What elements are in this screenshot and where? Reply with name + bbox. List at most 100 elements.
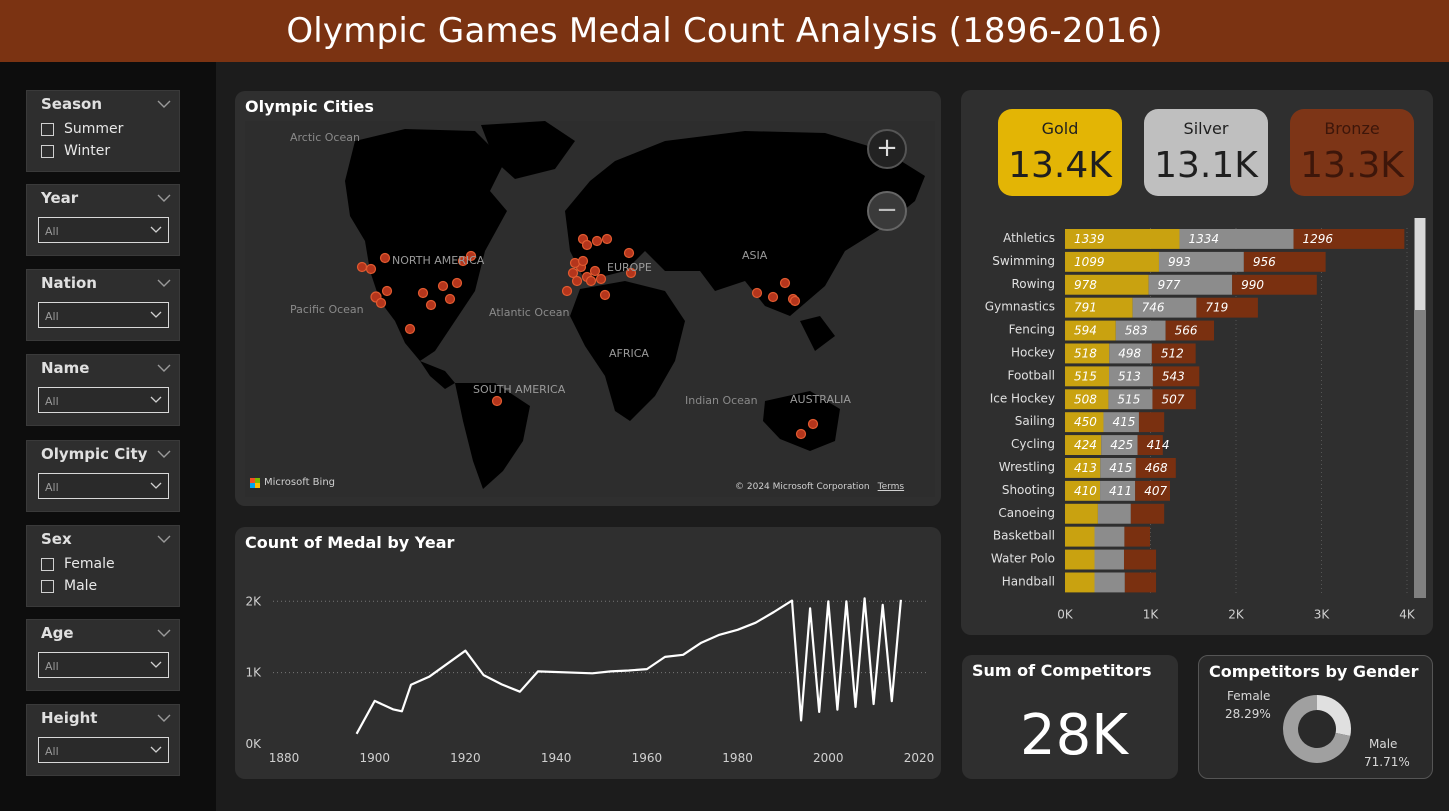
data-label: 468 — [1145, 461, 1168, 475]
data-label: 583 — [1125, 324, 1148, 338]
bing-attribution: Microsoft Bing — [250, 477, 335, 488]
sum-competitors-card: Sum of Competitors 28K — [962, 655, 1178, 779]
olympic-city-dropdown[interactable]: All — [38, 473, 169, 499]
y-tick-label: 1K — [245, 666, 262, 680]
silver-medal-kpi: Silver 13.1K — [1144, 109, 1268, 196]
bar-silver — [1109, 343, 1152, 364]
checkbox[interactable] — [41, 557, 54, 571]
chevron-down-icon — [150, 746, 162, 753]
name-slicer: Name All — [26, 354, 180, 426]
south-america-label: SOUTH AMERICA — [473, 383, 566, 396]
data-label: 746 — [1142, 301, 1165, 315]
world-map-shapes — [343, 121, 935, 497]
data-label: 407 — [1144, 484, 1167, 498]
australia-land — [763, 391, 840, 451]
bronze-value: 13.3K — [1300, 145, 1404, 186]
chevron-down-icon[interactable] — [157, 535, 171, 545]
bing-label: Microsoft Bing — [264, 477, 336, 488]
bar-gold — [1065, 366, 1110, 387]
age-slicer-title: Age — [41, 624, 74, 642]
data-label: 1296 — [1303, 232, 1334, 246]
bar-bronze — [1124, 572, 1157, 593]
x-tick-label: 1K — [1143, 607, 1160, 621]
olympic-cities-map-card: Olympic Cities — [235, 91, 941, 506]
category-label: Ice Hockey — [990, 391, 1055, 405]
chevron-down-icon[interactable] — [157, 100, 171, 110]
chevron-down-icon — [150, 482, 162, 489]
category-label: Shooting — [1002, 483, 1055, 497]
data-label: 791 — [1074, 301, 1097, 315]
x-tick-label: 2K — [1228, 607, 1245, 621]
data-label: 415 — [1112, 415, 1135, 429]
sex-option-male[interactable]: Male — [41, 577, 97, 595]
year-slicer: Year All — [26, 184, 180, 256]
option-label: Summer — [64, 121, 124, 137]
checkbox[interactable] — [41, 122, 54, 136]
donut-slice-male — [1283, 695, 1351, 763]
season-option-winter[interactable]: Winter — [41, 142, 110, 160]
checkbox[interactable] — [41, 144, 54, 158]
scrollbar-thumb[interactable] — [1415, 218, 1425, 310]
terms-link[interactable]: Terms — [877, 482, 905, 492]
bar-gold — [1065, 572, 1095, 593]
zoom-out-button[interactable]: − — [867, 191, 907, 231]
nation-dropdown[interactable]: All — [38, 302, 169, 328]
chevron-down-icon — [150, 396, 162, 403]
data-label: 978 — [1074, 278, 1097, 292]
y-tick-label: 2K — [245, 594, 262, 608]
arctic-ocean-label: Arctic Ocean — [290, 131, 360, 144]
filter-sidebar: Season Summer Winter Year All Nation All… — [0, 62, 216, 811]
chevron-down-icon[interactable] — [157, 364, 171, 374]
year-slicer-title: Year — [41, 189, 79, 207]
eurasia-land — [565, 131, 925, 316]
height-slicer: Height All — [26, 704, 180, 776]
height-dropdown[interactable]: All — [38, 737, 169, 763]
chevron-down-icon[interactable] — [157, 450, 171, 460]
data-label: 594 — [1074, 324, 1097, 338]
bar-gold — [1065, 343, 1110, 364]
zoom-in-button[interactable]: + — [867, 129, 907, 169]
option-label: Male — [64, 578, 98, 594]
dropdown-value: All — [45, 310, 59, 323]
bar-silver — [1132, 297, 1197, 318]
data-label: 990 — [1241, 278, 1264, 292]
year-dropdown[interactable]: All — [38, 217, 169, 243]
data-label: 515 — [1074, 369, 1097, 383]
dropdown-value: All — [45, 660, 59, 673]
chevron-down-icon[interactable] — [157, 629, 171, 639]
data-label: 498 — [1118, 347, 1141, 361]
bar-silver — [1100, 480, 1136, 501]
bar-bronze — [1135, 458, 1176, 478]
category-label: Basketball — [993, 529, 1055, 543]
chevron-down-icon[interactable] — [157, 279, 171, 289]
sex-option-female[interactable]: Female — [41, 555, 115, 573]
north-america-label: NORTH AMERICA — [392, 254, 485, 267]
option-label: Female — [64, 556, 115, 572]
checkbox[interactable] — [41, 579, 54, 593]
age-dropdown[interactable]: All — [38, 652, 169, 678]
gender-donut-chart — [1283, 695, 1351, 763]
chart-scrollbar[interactable] — [1414, 218, 1426, 598]
olympic-city-slicer-title: Olympic City — [41, 445, 148, 463]
category-label: Cycling — [1011, 437, 1055, 451]
header-bar: Olympic Games Medal Count Analysis (1896… — [0, 0, 1449, 62]
chevron-down-icon[interactable] — [157, 194, 171, 204]
name-dropdown[interactable]: All — [38, 387, 169, 413]
category-label: Sailing — [1015, 414, 1055, 428]
chevron-down-icon[interactable] — [157, 714, 171, 724]
data-label: 513 — [1118, 369, 1141, 383]
data-label: 512 — [1161, 347, 1184, 361]
dropdown-value: All — [45, 225, 59, 238]
category-label: Gymnastics — [985, 300, 1055, 314]
bar-silver — [1115, 320, 1166, 341]
bar-gold — [1065, 458, 1101, 478]
bar-bronze — [1138, 412, 1165, 433]
map-title: Olympic Cities — [245, 97, 374, 116]
season-option-summer[interactable]: Summer — [41, 120, 123, 138]
category-label: Fencing — [1009, 323, 1055, 337]
medal-by-year-chart: 0K 1K 2K 1880 1900 1920 1940 1960 1980 2000 2020 — [245, 594, 934, 765]
world-map[interactable]: Arctic Ocean NORTH AMERICA EUROPE ASIA P… — [245, 121, 935, 497]
chevron-down-icon — [150, 226, 162, 233]
bar-silver — [1108, 389, 1153, 410]
bar-bronze — [1135, 480, 1170, 501]
